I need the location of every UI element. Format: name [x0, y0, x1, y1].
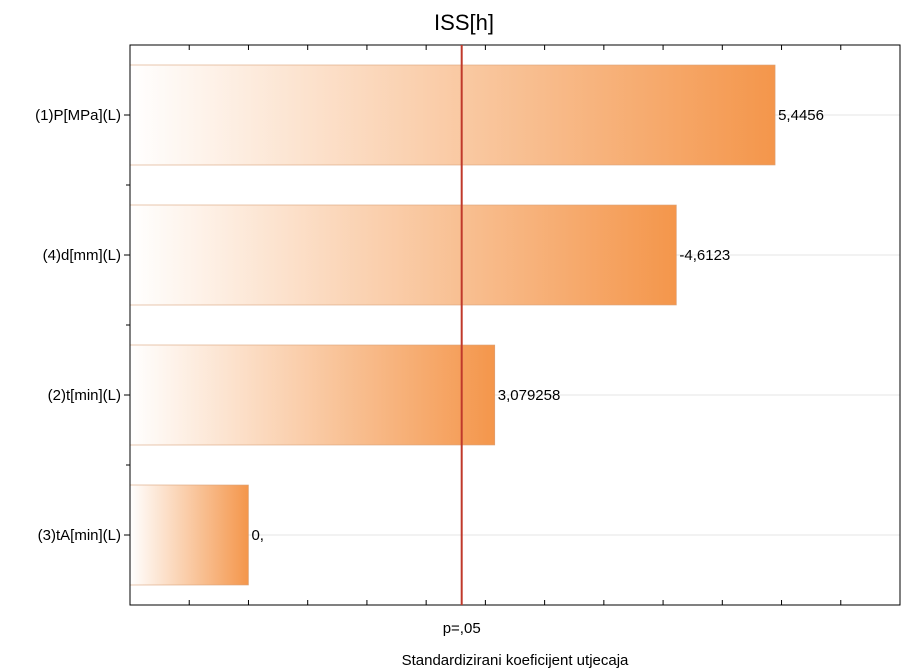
- bar: [129, 64, 776, 166]
- reference-line-label: p=,05: [443, 620, 481, 637]
- category-label: (4)d[mm](L): [43, 247, 121, 264]
- category-label: (1)P[MPa](L): [35, 107, 121, 124]
- ticks-layer: (1)P[MPa](L) (4)d[mm](L) (2)t[min](L) (3)tA…: [35, 45, 842, 605]
- bar-value-label: -4,6123: [679, 247, 730, 264]
- bar-value-label: 3,079258: [498, 387, 561, 404]
- category-label: (3)tA[min](L): [38, 527, 121, 544]
- bar: [129, 204, 677, 306]
- bar-value-label: 5,4456: [778, 107, 824, 124]
- x-axis-label: Standardizirani koeficijent utjecaja: [402, 652, 629, 669]
- category-label: (2)t[min](L): [48, 387, 121, 404]
- bar-value-label: 0,: [251, 527, 264, 544]
- bars-layer: 5,4456 -4,6123 3,079258 0,: [129, 64, 824, 586]
- grid-layer: [130, 114, 900, 536]
- chart-title: ISS[h]: [434, 10, 494, 35]
- bar: [129, 344, 496, 446]
- bar: [129, 484, 249, 586]
